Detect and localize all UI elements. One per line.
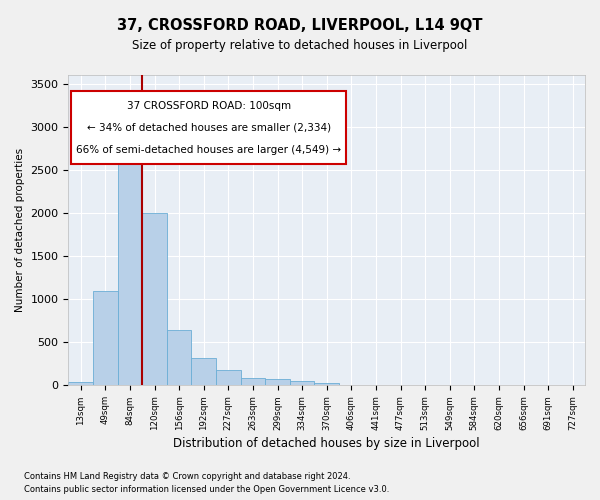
Bar <box>68 382 93 386</box>
Bar <box>142 213 167 386</box>
Bar <box>290 381 314 386</box>
Text: Contains public sector information licensed under the Open Government Licence v3: Contains public sector information licen… <box>24 485 389 494</box>
Bar <box>339 384 364 386</box>
Bar <box>93 292 118 386</box>
Text: 66% of semi-detached houses are larger (4,549) →: 66% of semi-detached houses are larger (… <box>76 144 341 154</box>
Text: 37, CROSSFORD ROAD, LIVERPOOL, L14 9QT: 37, CROSSFORD ROAD, LIVERPOOL, L14 9QT <box>117 18 483 32</box>
Bar <box>216 370 241 386</box>
Bar <box>118 102 142 386</box>
Text: ← 34% of detached houses are smaller (2,334): ← 34% of detached houses are smaller (2,… <box>86 123 331 133</box>
Bar <box>314 384 339 386</box>
Bar <box>241 378 265 386</box>
X-axis label: Distribution of detached houses by size in Liverpool: Distribution of detached houses by size … <box>173 437 480 450</box>
Text: 37 CROSSFORD ROAD: 100sqm: 37 CROSSFORD ROAD: 100sqm <box>127 101 291 111</box>
Bar <box>191 358 216 386</box>
Text: Contains HM Land Registry data © Crown copyright and database right 2024.: Contains HM Land Registry data © Crown c… <box>24 472 350 481</box>
Y-axis label: Number of detached properties: Number of detached properties <box>15 148 25 312</box>
Bar <box>167 330 191 386</box>
Text: Size of property relative to detached houses in Liverpool: Size of property relative to detached ho… <box>133 39 467 52</box>
Bar <box>265 378 290 386</box>
